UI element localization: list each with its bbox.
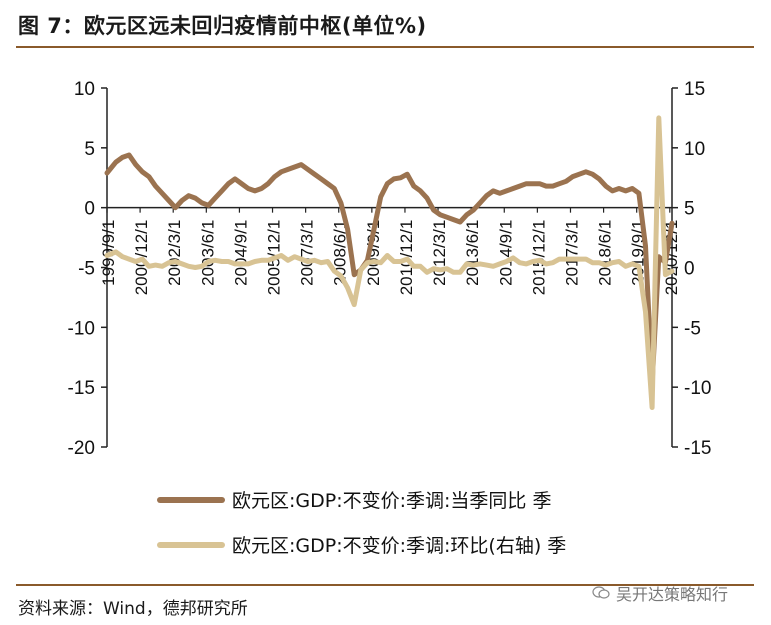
x-tick-label: 2017/3/1 (562, 220, 581, 286)
series-line-yoy (104, 152, 675, 387)
left-tick-label: -10 (68, 318, 95, 339)
right-tick-label: -15 (684, 438, 711, 459)
wechat-icon (592, 586, 610, 599)
source-note: 资料来源：Wind，德邦研究所 (18, 599, 248, 619)
x-tick-label: 2009/9/1 (364, 220, 383, 286)
x-tick-label: 2002/3/1 (165, 220, 184, 286)
x-tick-label: 2013/6/1 (463, 220, 482, 286)
figure-title: 图 7：欧元区远未回归疫情前中枢(单位%) (18, 14, 427, 38)
watermark-text: 吴开达策略知行 (616, 585, 729, 604)
series-line-qoq (104, 115, 675, 410)
left-tick-label: 10 (74, 79, 95, 100)
watermark: 吴开达策略知行 (592, 581, 728, 605)
x-tick-label: 2003/6/1 (198, 220, 217, 286)
left-tick-label: -15 (68, 378, 95, 399)
x-tick-label: 2015/12/1 (529, 220, 548, 296)
title-rule (16, 46, 754, 48)
right-tick-label: -5 (684, 318, 701, 339)
left-tick-label: 5 (84, 139, 95, 160)
right-tick-label: 15 (684, 79, 705, 100)
legend-label-yoy: 欧元区:GDP:不变价:季调:当季同比 季 (232, 490, 551, 512)
left-tick-label: -20 (68, 438, 95, 459)
x-tick-label: 2018/6/1 (596, 220, 615, 286)
right-tick-label: 0 (684, 259, 695, 280)
left-tick-label: 0 (84, 199, 95, 220)
right-tick-label: 5 (684, 199, 695, 220)
x-tick-label: 2007/3/1 (298, 220, 317, 286)
x-tick-label: 2012/3/1 (430, 220, 449, 286)
left-tick-label: -5 (78, 259, 95, 280)
bottom-rule (16, 584, 754, 586)
x-tick-label: 2014/9/1 (496, 220, 515, 286)
legend: 欧元区:GDP:不变价:季调:当季同比 季 欧元区:GDP:不变价:季调:环比(… (157, 490, 566, 557)
legend-label-qoq: 欧元区:GDP:不变价:季调:环比(右轴) 季 (232, 535, 566, 557)
x-tick-label: 2004/9/1 (231, 220, 250, 286)
right-tick-label: 10 (684, 139, 705, 160)
right-tick-label: -10 (684, 378, 711, 399)
